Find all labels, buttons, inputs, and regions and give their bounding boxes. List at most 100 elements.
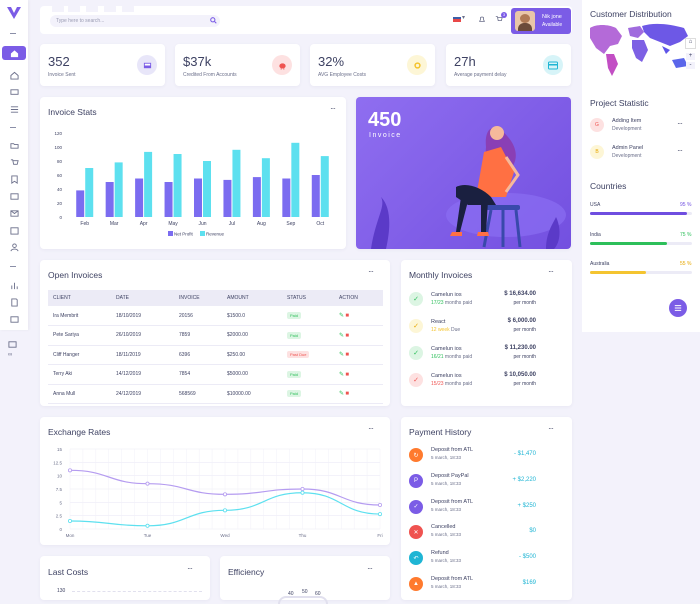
sidebar-item-table[interactable] xyxy=(8,314,20,324)
delete-icon[interactable]: ■ xyxy=(345,352,350,359)
bar-net-profit[interactable] xyxy=(135,178,144,218)
more-options-icon[interactable]: ··· xyxy=(187,564,193,573)
more-options-icon[interactable]: ··· xyxy=(548,424,554,433)
bar-net-profit[interactable] xyxy=(282,178,291,218)
more-options-icon[interactable]: ··· xyxy=(368,424,374,433)
bar-net-profit[interactable] xyxy=(76,190,85,217)
list-item[interactable]: ✓ Camelun ios 17/23 months paid $ 16,634… xyxy=(401,286,544,312)
delete-icon[interactable]: ■ xyxy=(345,371,350,378)
bar-revenue[interactable] xyxy=(85,168,94,217)
data-point[interactable] xyxy=(67,519,72,524)
sidebar-item-chat[interactable] xyxy=(8,87,20,97)
progress-highlight: 12 week xyxy=(431,327,450,333)
profile-menu[interactable]: Nik jone Available xyxy=(511,8,571,34)
top-tab-icon[interactable] xyxy=(52,4,64,12)
sidebar-item-user[interactable] xyxy=(8,242,20,252)
data-point[interactable] xyxy=(300,487,305,492)
edit-icon[interactable]: ✎ xyxy=(339,332,345,339)
sidebar-item-settings[interactable] xyxy=(8,336,17,354)
logo-icon[interactable] xyxy=(6,6,22,20)
list-item[interactable]: P Deposit PayPal 5 march, 18:33 + $2,220 xyxy=(401,469,544,495)
list-item[interactable]: ↻ Deposit from ATL 5 march, 18:33 - $1,4… xyxy=(401,443,544,469)
legend-label[interactable]: Net Profit xyxy=(174,232,194,237)
sidebar-item-bookmark[interactable] xyxy=(8,174,20,184)
project-item[interactable]: B Admin Panel Development ··· xyxy=(582,142,700,164)
bar-net-profit[interactable] xyxy=(223,179,232,217)
more-options-icon[interactable]: ··· xyxy=(368,267,374,276)
list-item[interactable]: ✓ Camelun ios 16/21 months paid $ 11,230… xyxy=(401,340,544,366)
data-point[interactable] xyxy=(67,468,72,473)
map-home-button[interactable]: ⌂ xyxy=(685,38,696,49)
bar-revenue[interactable] xyxy=(232,149,241,217)
legend-label[interactable]: Revenue xyxy=(206,232,225,237)
sidebar-item-docs[interactable] xyxy=(8,297,20,307)
top-tab-icon[interactable] xyxy=(68,4,80,12)
bar-revenue[interactable] xyxy=(320,156,329,217)
list-item[interactable]: ✓ Deposit from ATL 5 march, 18:33 + $250 xyxy=(401,495,544,521)
world-map[interactable] xyxy=(584,20,694,76)
bar-net-profit[interactable] xyxy=(194,178,202,218)
project-item[interactable]: G Adding Item Development ··· xyxy=(582,115,700,137)
list-item[interactable]: ✓ Camelun ios 15/23 months paid $ 10,050… xyxy=(401,367,544,393)
bar-revenue[interactable] xyxy=(203,161,211,217)
data-point[interactable] xyxy=(377,512,382,517)
list-item[interactable]: ▲ Deposit from ATL 5 march, 18:33 $169 xyxy=(401,572,544,598)
bar-revenue[interactable] xyxy=(173,154,182,217)
delete-icon[interactable]: ■ xyxy=(345,313,350,319)
more-options-icon[interactable]: ··· xyxy=(677,146,683,155)
chevron-down-icon[interactable]: ▾ xyxy=(462,15,466,21)
top-tab-icon[interactable] xyxy=(122,4,134,12)
menu-fab-button[interactable] xyxy=(669,299,687,317)
sidebar-item-mail[interactable] xyxy=(8,208,20,218)
delete-icon[interactable]: ■ xyxy=(345,332,350,339)
data-point[interactable] xyxy=(222,492,227,497)
bar-net-profit[interactable] xyxy=(311,175,320,217)
sidebar-item-cart[interactable] xyxy=(8,157,20,167)
bar-net-profit[interactable] xyxy=(105,182,114,217)
invoice-cell: 7859 xyxy=(174,325,222,346)
edit-icon[interactable]: ✎ xyxy=(339,313,345,319)
sidebar-item-reports[interactable] xyxy=(8,280,20,290)
top-tab-icon[interactable] xyxy=(104,4,116,12)
close-icon: ✕ xyxy=(409,525,423,540)
bar-net-profit[interactable] xyxy=(252,177,261,217)
list-item[interactable]: ✕ Cancelled 5 march, 18:33 $0 xyxy=(401,520,544,546)
map-zoom-in-button[interactable]: + xyxy=(686,53,695,60)
language-flag-icon[interactable] xyxy=(453,17,461,22)
invoice-cell: 6396 xyxy=(174,345,222,365)
data-point[interactable] xyxy=(300,490,305,495)
list-item[interactable]: ↶ Refund 5 march, 18:33 - $500 xyxy=(401,546,544,572)
more-options-icon[interactable]: ··· xyxy=(367,564,373,573)
data-point[interactable] xyxy=(145,523,150,528)
data-point[interactable] xyxy=(377,503,382,508)
edit-icon[interactable]: ✎ xyxy=(339,371,345,378)
list-item[interactable]: ✓ React 12 week Due $ 6,000.00 per month xyxy=(401,313,544,339)
avatar xyxy=(515,11,535,31)
sidebar-item-list[interactable] xyxy=(8,104,20,114)
search-input[interactable]: Type here to search... xyxy=(50,15,220,27)
more-options-icon[interactable]: ··· xyxy=(330,104,336,113)
more-options-icon[interactable]: ··· xyxy=(548,267,554,276)
map-zoom-out-button[interactable]: - xyxy=(686,62,695,69)
data-point[interactable] xyxy=(222,508,227,513)
sidebar-item-home[interactable] xyxy=(8,70,20,80)
bar-revenue[interactable] xyxy=(291,142,300,217)
bar-revenue[interactable] xyxy=(144,151,153,217)
bar-net-profit[interactable] xyxy=(164,182,173,217)
data-point[interactable] xyxy=(145,481,150,486)
sidebar-item-dashboard[interactable] xyxy=(2,46,26,60)
bell-icon[interactable] xyxy=(478,15,486,23)
bar-revenue[interactable] xyxy=(114,162,123,217)
edit-icon[interactable]: ✎ xyxy=(339,352,345,359)
delete-icon[interactable]: ■ xyxy=(345,391,350,398)
edit-icon[interactable]: ✎ xyxy=(339,391,345,398)
bar-revenue[interactable] xyxy=(261,158,270,217)
sidebar-item-calendar[interactable] xyxy=(8,225,20,235)
sidebar-item-messages[interactable] xyxy=(8,191,20,201)
search-icon[interactable] xyxy=(210,17,217,24)
top-tab-icon[interactable] xyxy=(86,4,98,12)
more-options-icon[interactable]: ··· xyxy=(677,119,683,128)
sidebar-item-more[interactable]: ∞ xyxy=(8,352,13,358)
sidebar-item-files[interactable] xyxy=(8,140,20,150)
person-illustration xyxy=(371,126,566,249)
